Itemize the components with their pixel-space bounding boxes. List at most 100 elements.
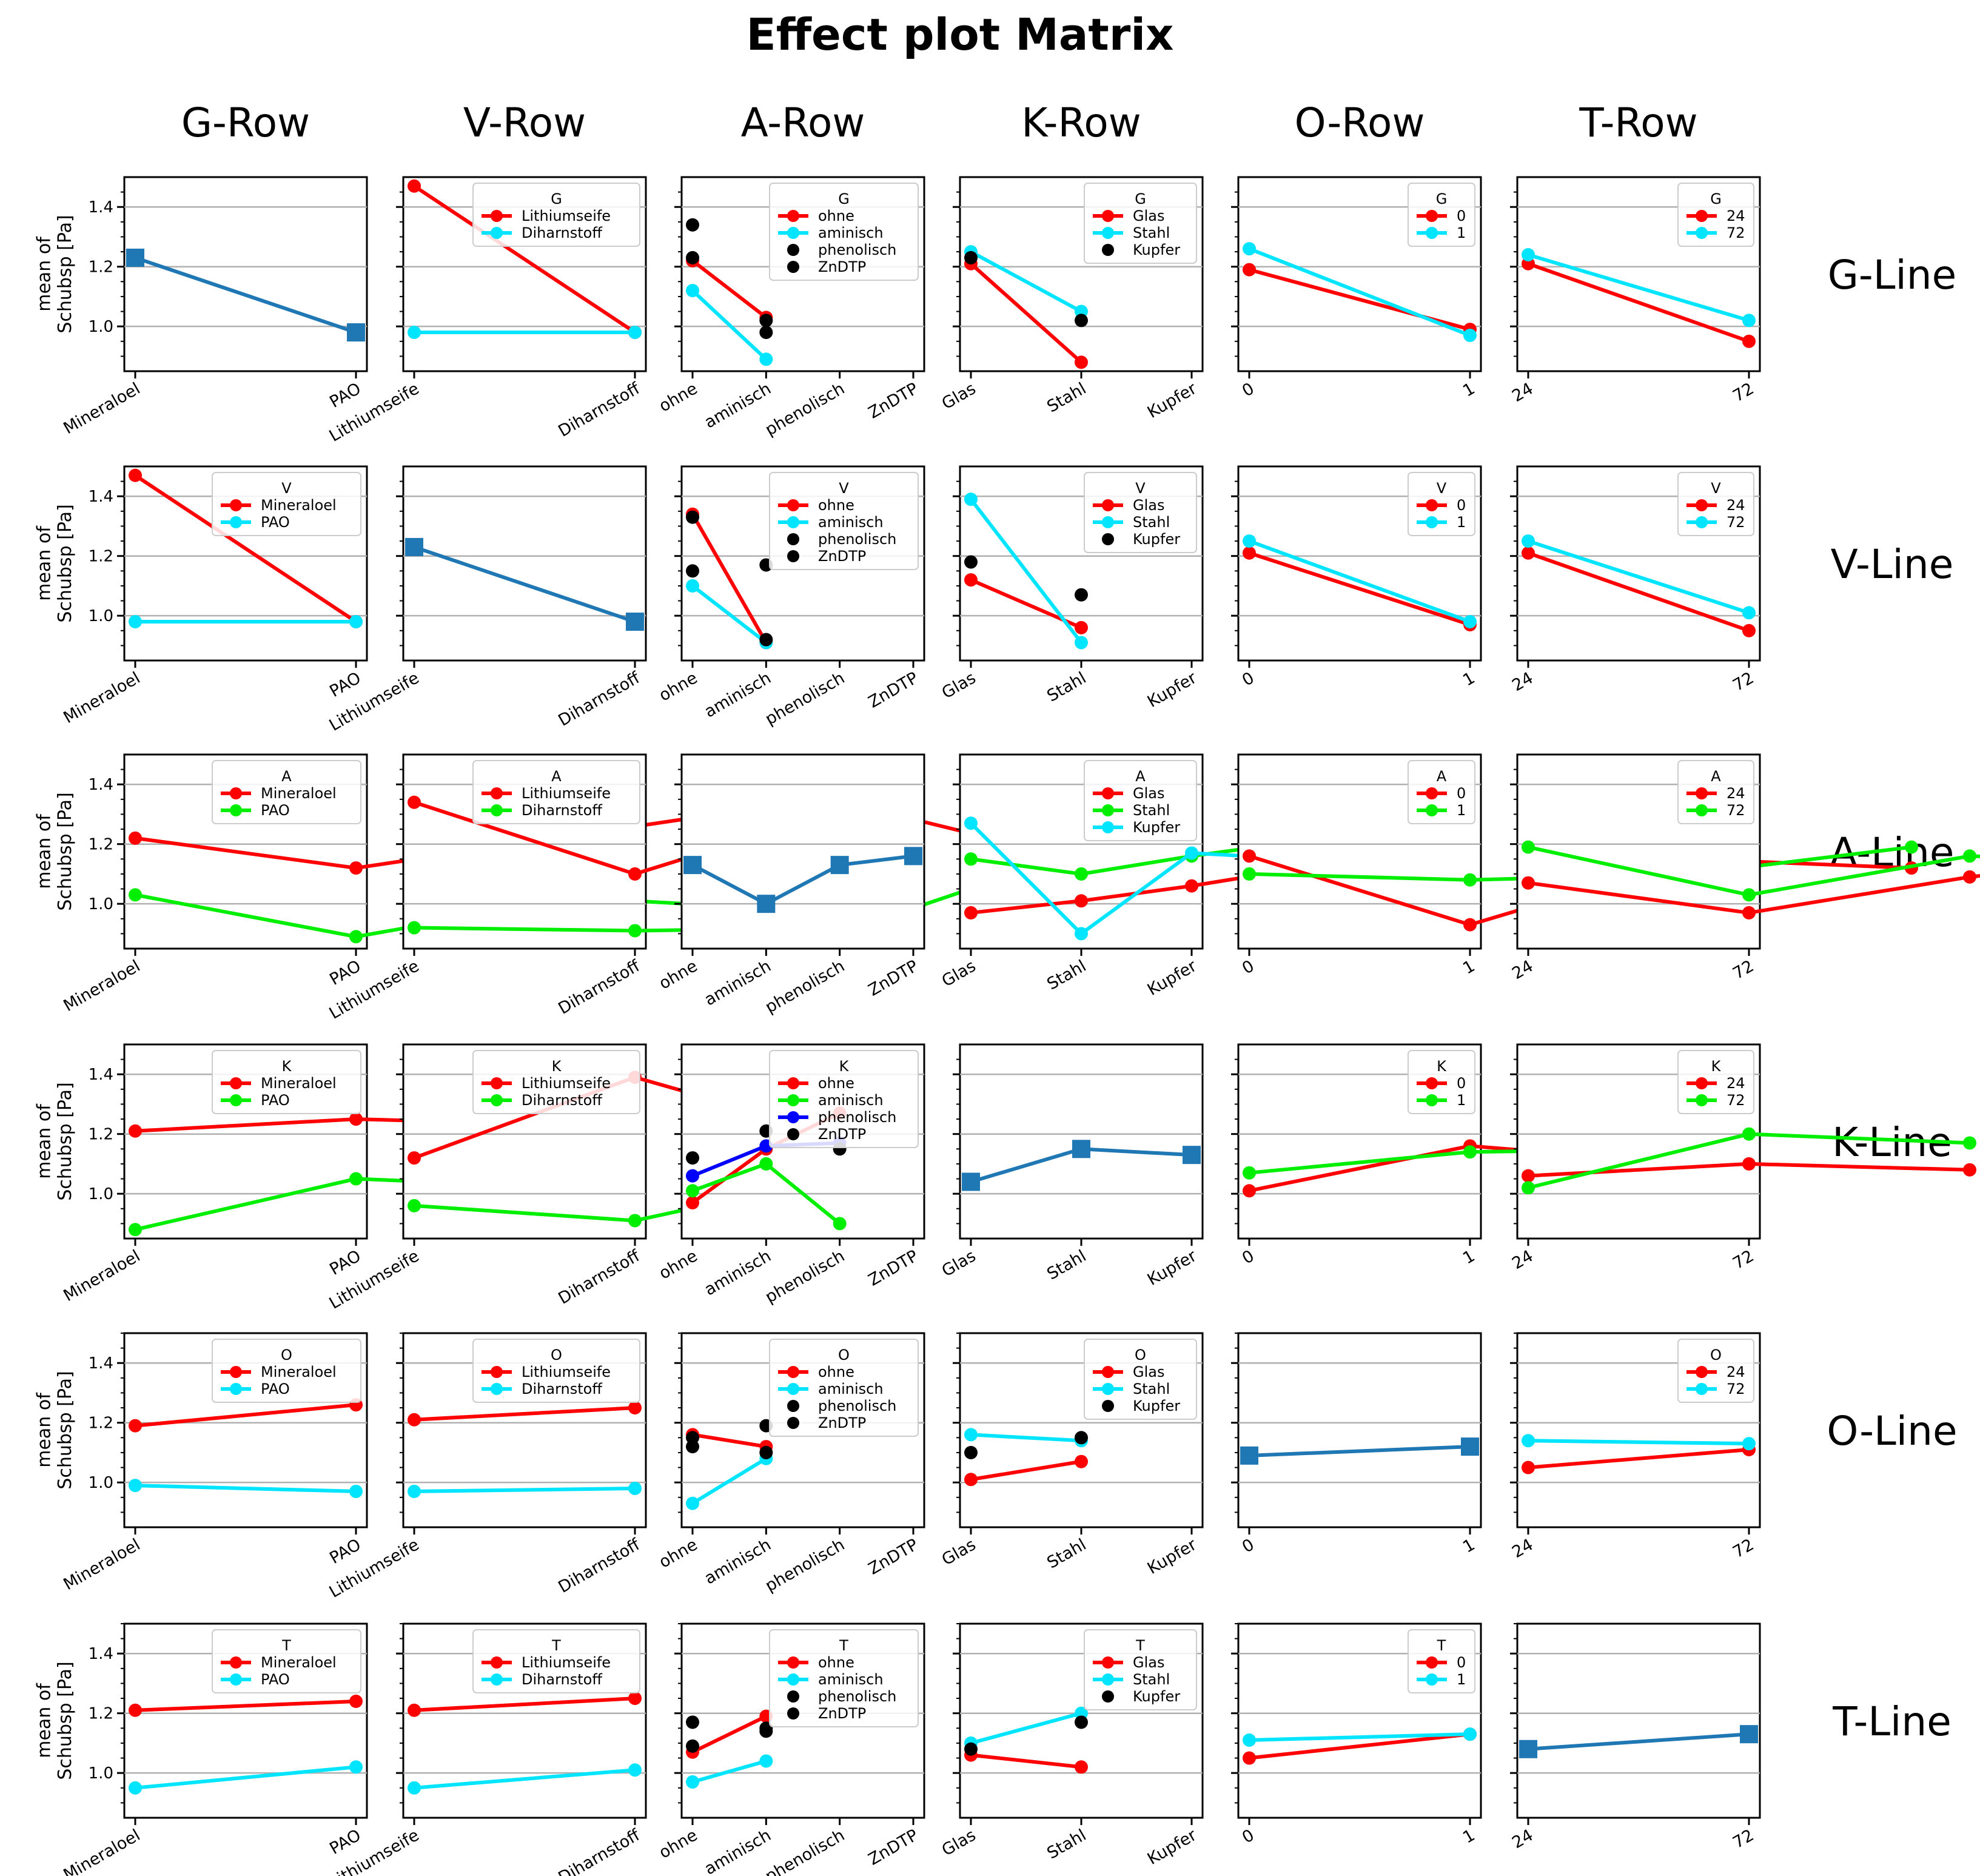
legend: V01 [1408, 472, 1475, 536]
series-point [964, 1428, 978, 1442]
x-tick-label: phenolisch [762, 956, 848, 1017]
series-point [408, 1413, 421, 1427]
series-point [833, 1217, 847, 1231]
main-effect-line [691, 854, 914, 906]
series-point [1522, 876, 1535, 890]
legend-swatch-marker [1696, 1094, 1708, 1106]
legend-swatch-marker [787, 499, 799, 511]
x-tick-label: Mineraloel [60, 1535, 143, 1594]
series-line-Glas [970, 1459, 1082, 1482]
series-point [1742, 334, 1756, 348]
column-header-G: G-Row [181, 99, 310, 146]
legend-entry-label: ZnDTP [818, 548, 866, 565]
series-point [964, 1445, 978, 1459]
series-point [1522, 840, 1535, 854]
panel-A-line-V-row: Lithiumseife DiharnstoffALithiumseifeDiha… [326, 753, 1083, 1023]
legend-entry-label: Diharnstoff [522, 1092, 602, 1109]
y-tick-label: 1.4 [89, 488, 113, 506]
column-header-V: V-Row [463, 99, 586, 146]
series-point [408, 1703, 421, 1717]
series-point [129, 1124, 142, 1138]
series-point [1243, 546, 1256, 560]
series-line-ohne [691, 259, 768, 319]
series-line-Glas [970, 1753, 1082, 1769]
series-point [1463, 918, 1477, 932]
legend-swatch-marker [491, 1077, 503, 1089]
y-tick-label: 1.2 [89, 258, 113, 277]
legend-entry-label: 72 [1727, 802, 1745, 819]
series-line-Stahl [970, 250, 1082, 314]
series-point [964, 1473, 978, 1487]
series-line-24 [1528, 873, 1980, 915]
series-line-ohne [691, 1714, 767, 1754]
legend-title: V [281, 480, 292, 497]
series-point [349, 1484, 363, 1498]
series-point [349, 861, 363, 875]
series-line-72 [1528, 845, 1980, 897]
column-header-A: A-Row [741, 99, 865, 146]
line-label-T: T-Line [1832, 1698, 1951, 1745]
x-tick-label: 1 [1460, 1246, 1478, 1268]
series-point [1075, 1760, 1088, 1774]
legend-entry-label: Glas [1133, 785, 1164, 802]
legend-box [1084, 1339, 1197, 1420]
series-point [408, 326, 421, 339]
series-point [686, 1496, 699, 1510]
y-axis-label: mean ofSchubsp [Pa] [34, 1371, 76, 1489]
series-line-PAO [135, 1765, 357, 1790]
x-tick-label: ZnDTP [865, 668, 922, 711]
series-point [1075, 1715, 1088, 1729]
line-label-V: V-Line [1831, 541, 1954, 588]
line-label-G: G-Line [1828, 252, 1957, 298]
legend-swatch-marker [787, 1366, 799, 1378]
series-point [1522, 1434, 1535, 1448]
series-point [129, 1223, 142, 1237]
x-tick-label: 1 [1460, 956, 1478, 978]
legend-title: G [1710, 190, 1722, 207]
series-line-ohne [692, 1433, 767, 1449]
x-tick-label: ohne [656, 379, 701, 416]
legend-title: T [1437, 1637, 1446, 1654]
legend-swatch-marker [787, 1707, 799, 1720]
panel-G-line-G-row: 1.0 1.2 1.4 mean ofSchubsp [Pa] Mineraloel PA… [34, 176, 368, 438]
x-tick-label: 0 [1239, 956, 1257, 978]
panel-frame [123, 176, 368, 372]
series-point [686, 1775, 699, 1789]
series-line-Stahl [970, 1433, 1082, 1443]
legend-swatch-marker [787, 1383, 799, 1395]
x-tick-label: Glas [939, 1246, 979, 1280]
series-point [129, 1419, 142, 1433]
series-point [1075, 1431, 1088, 1445]
series-point [628, 1214, 642, 1228]
series-point [408, 179, 421, 193]
series-point [1243, 1751, 1256, 1765]
series-point [1963, 870, 1976, 884]
legend-swatch-marker [787, 1128, 799, 1140]
x-tick-label: ZnDTP [865, 1535, 922, 1578]
legend-box [1084, 760, 1197, 841]
legend-swatch-marker [230, 499, 242, 511]
legend-entry-label: ohne [818, 1075, 854, 1092]
y-tick-label: 1.2 [89, 1705, 113, 1723]
series-line-Mineraloel [134, 474, 357, 624]
legend: K01 [1408, 1050, 1475, 1114]
legend-entry-label: Kupfer [1133, 819, 1180, 836]
legend-entry-label: Diharnstoff [522, 1671, 602, 1688]
column-header-O: O-Row [1295, 99, 1425, 146]
series-point [964, 852, 978, 866]
x-tick-label: 72 [1730, 668, 1757, 695]
legend-entry-label: Mineraloel [261, 1363, 337, 1380]
x-tick-label: Diharnstoff [555, 1246, 644, 1308]
y-tick-label: 1.4 [89, 776, 113, 794]
